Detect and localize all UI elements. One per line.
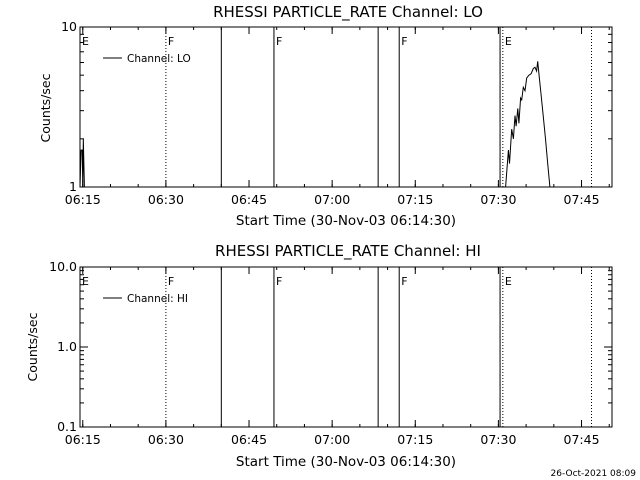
panel-hi-channel: RHESSI PARTICLE_RATE Channel: HI Start T…: [25, 242, 613, 470]
x-tick-label: 07:00: [314, 192, 350, 207]
chart-title: RHESSI PARTICLE_RATE Channel: LO: [213, 3, 483, 22]
flag-label: F: [401, 35, 407, 48]
flag-label: F: [168, 35, 174, 48]
x-tick-label: 06:45: [231, 192, 267, 207]
flag-label: E: [82, 35, 89, 48]
flag-label: F: [276, 275, 282, 288]
x-tick-label: 06:15: [65, 192, 101, 207]
x-tick-label: 07:30: [480, 432, 516, 447]
x-axis-label: Start Time (30-Nov-03 06:14:30): [236, 213, 456, 229]
x-tick-label: 07:45: [564, 432, 600, 447]
flag-label: E: [505, 35, 512, 48]
flag-label: E: [82, 275, 89, 288]
flag-label: F: [401, 275, 407, 288]
x-tick-label: 07:30: [480, 192, 516, 207]
x-tick-label: 06:15: [65, 432, 101, 447]
x-tick-label: 07:45: [564, 192, 600, 207]
y-tick-label: 1: [69, 179, 77, 194]
panel-lo-channel: RHESSI PARTICLE_RATE Channel: LO Start T…: [38, 3, 613, 229]
x-tick-label: 07:15: [397, 192, 433, 207]
flag-label: F: [276, 35, 282, 48]
x-tick-label: 06:30: [148, 192, 184, 207]
flag-label: E: [505, 275, 512, 288]
series-line: [79, 138, 85, 188]
x-tick-label: 07:15: [397, 432, 433, 447]
y-tick-label: 1.0: [57, 339, 77, 354]
flag-label: F: [168, 275, 174, 288]
legend-label: Channel: HI: [127, 293, 188, 305]
x-axis-label: Start Time (30-Nov-03 06:14:30): [236, 454, 456, 470]
plot-frame: [79, 26, 613, 188]
y-axis-label: Counts/sec: [25, 312, 40, 381]
series-line: [505, 61, 551, 188]
y-tick-label: 10: [61, 19, 77, 34]
y-axis-label: Counts/sec: [38, 73, 53, 142]
generation-timestamp: 26-Oct-2021 08:09: [551, 469, 637, 479]
x-tick-label: 07:00: [314, 432, 350, 447]
x-tick-label: 06:45: [231, 432, 267, 447]
plot-frame: [79, 266, 613, 428]
chart-title: RHESSI PARTICLE_RATE Channel: HI: [215, 242, 481, 261]
y-tick-label: 10.0: [49, 259, 77, 274]
legend-label: Channel: LO: [127, 53, 191, 65]
x-tick-label: 06:30: [148, 432, 184, 447]
y-tick-label: 0.1: [57, 419, 77, 434]
